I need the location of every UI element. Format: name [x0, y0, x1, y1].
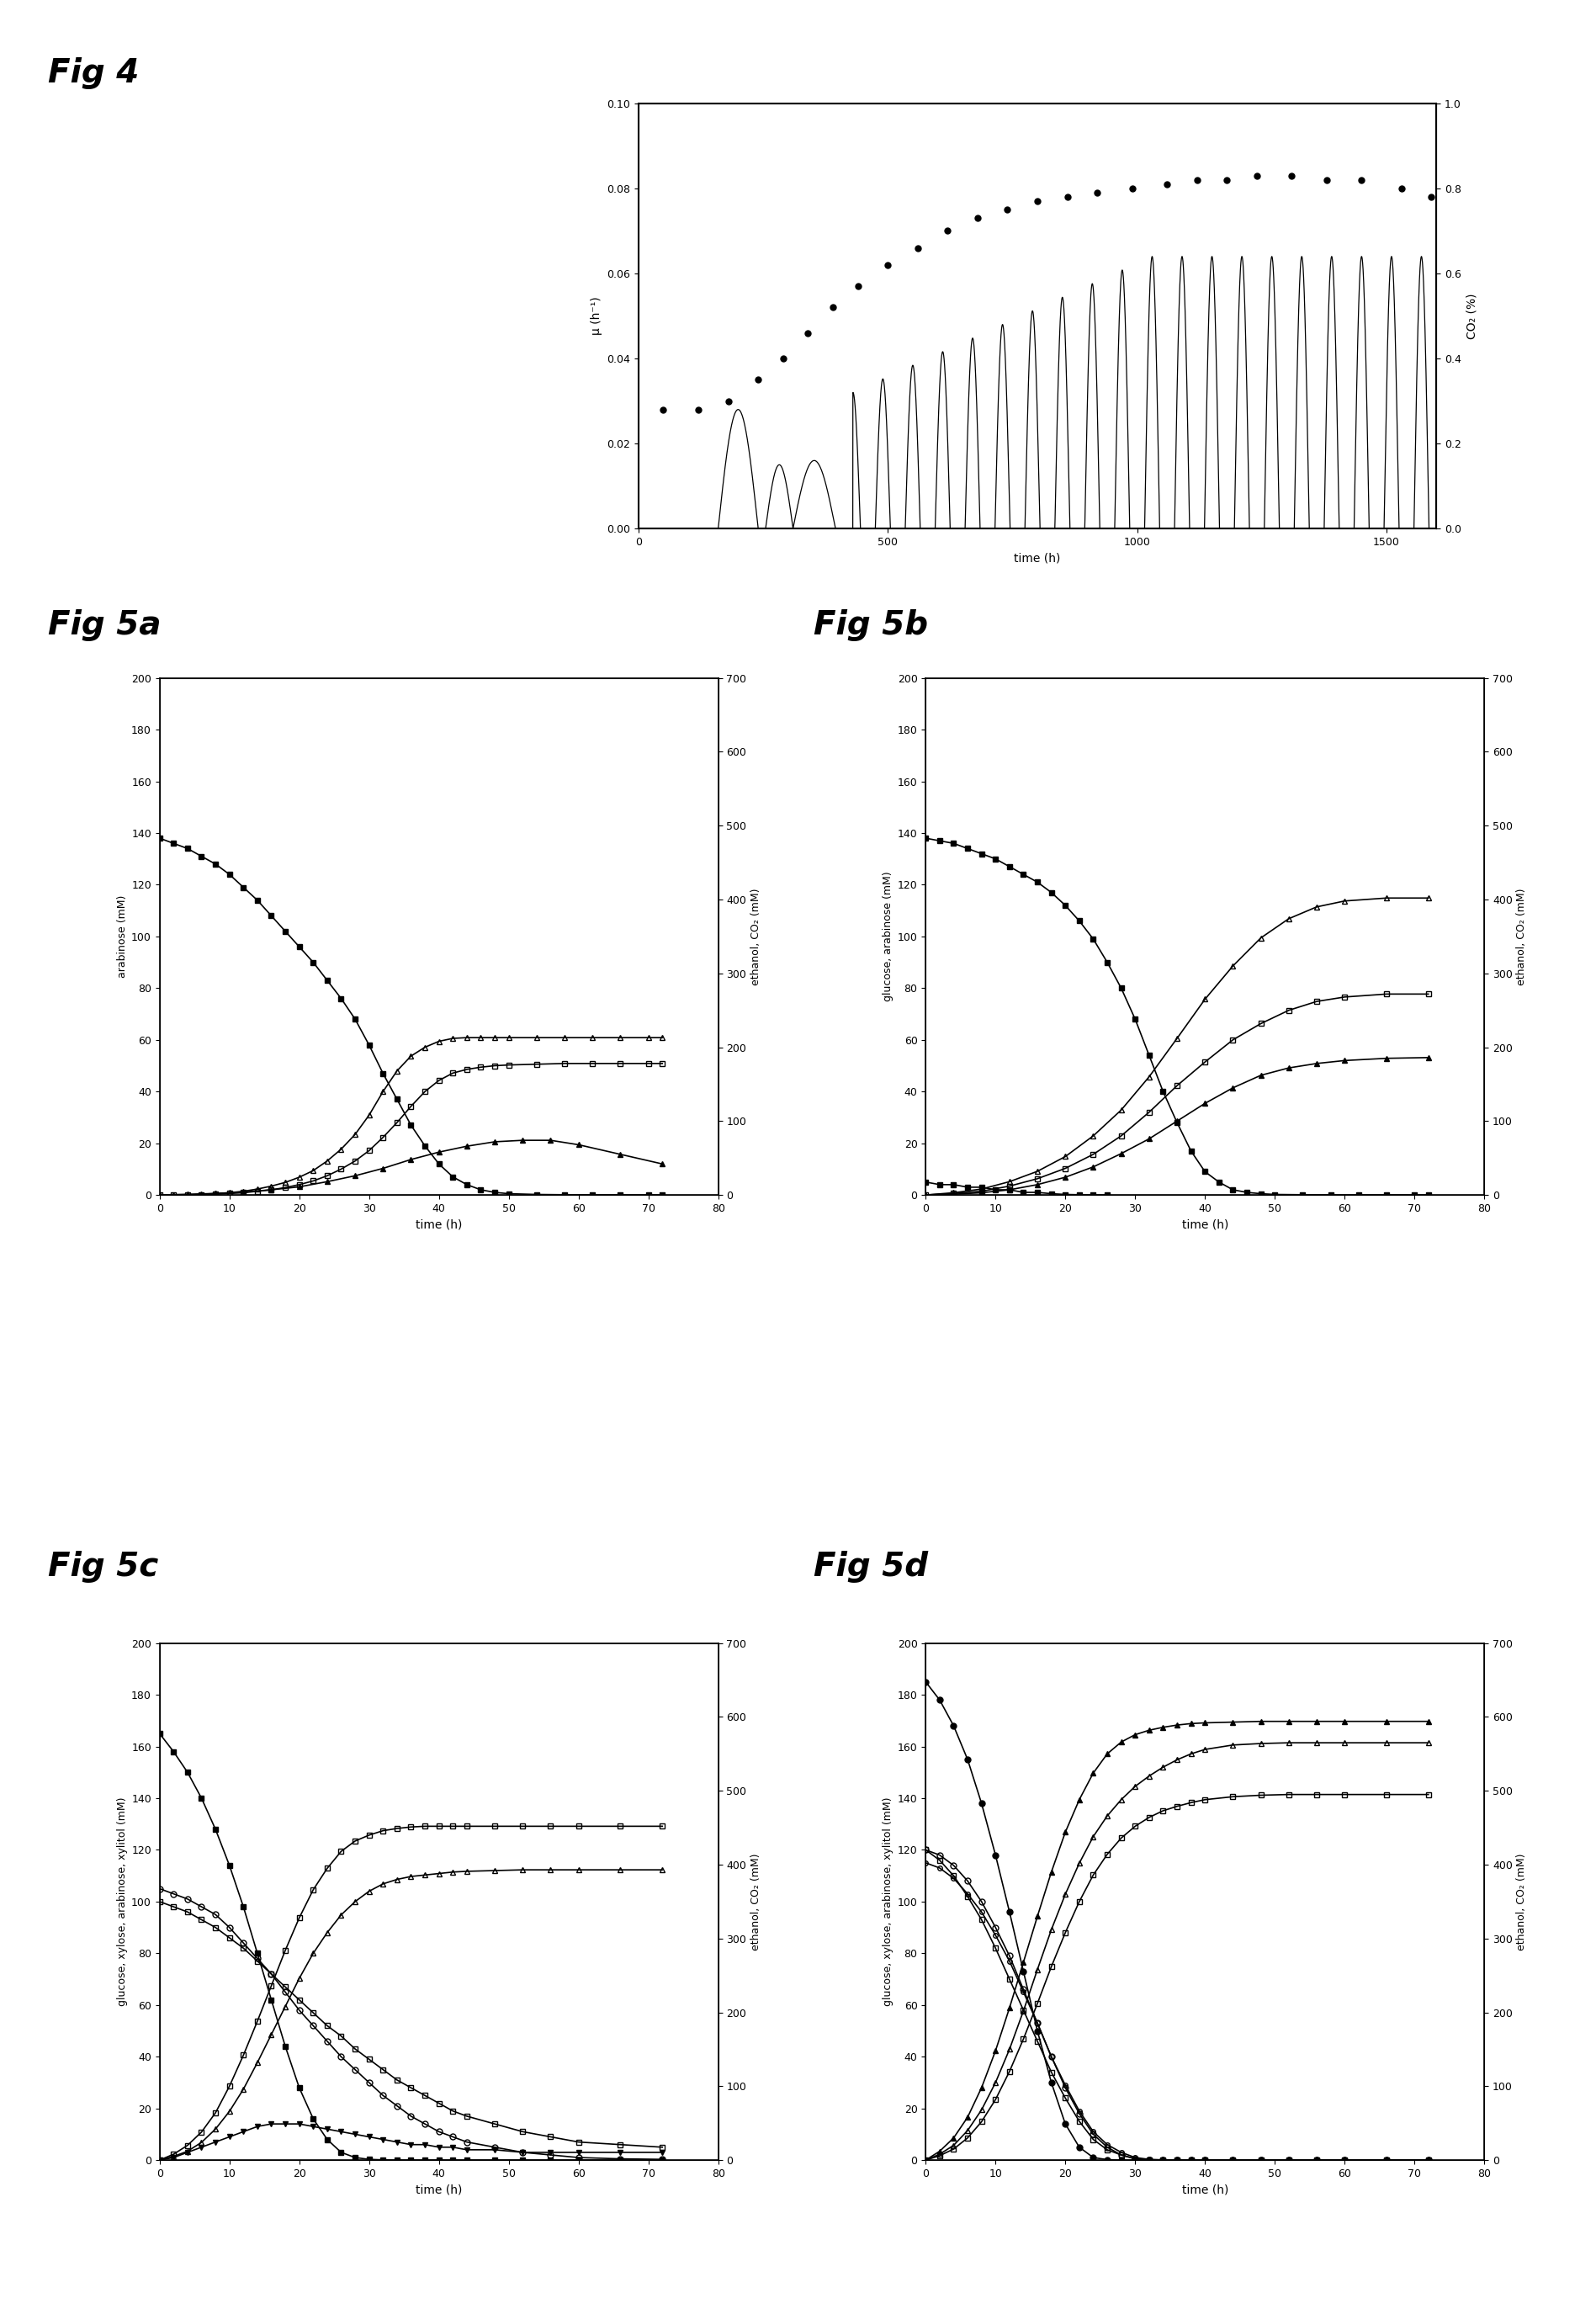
X-axis label: time (h): time (h) — [1013, 552, 1061, 563]
X-axis label: time (h): time (h) — [1181, 2183, 1229, 2195]
Y-axis label: ethanol, CO₂ (mM): ethanol, CO₂ (mM) — [1516, 887, 1527, 986]
Y-axis label: μ (h⁻¹): μ (h⁻¹) — [591, 296, 602, 336]
Y-axis label: ethanol, CO₂ (mM): ethanol, CO₂ (mM) — [750, 887, 761, 986]
Y-axis label: ethanol, CO₂ (mM): ethanol, CO₂ (mM) — [750, 1852, 761, 1951]
Y-axis label: ethanol, CO₂ (mM): ethanol, CO₂ (mM) — [1516, 1852, 1527, 1951]
Text: Fig 5c: Fig 5c — [48, 1551, 158, 1583]
Text: Fig 5a: Fig 5a — [48, 609, 161, 641]
Y-axis label: glucose, xylose, arabinose, xylitol (mM): glucose, xylose, arabinose, xylitol (mM) — [117, 1797, 128, 2006]
Text: Fig 5b: Fig 5b — [814, 609, 929, 641]
Y-axis label: glucose, arabinose (mM): glucose, arabinose (mM) — [883, 871, 894, 1002]
Y-axis label: arabinose (mM): arabinose (mM) — [117, 894, 128, 979]
X-axis label: time (h): time (h) — [415, 1218, 463, 1229]
Y-axis label: CO₂ (%): CO₂ (%) — [1467, 294, 1478, 338]
Y-axis label: glucose, xylose, arabinose, xylitol (mM): glucose, xylose, arabinose, xylitol (mM) — [883, 1797, 894, 2006]
Text: Fig 4: Fig 4 — [48, 57, 139, 90]
X-axis label: time (h): time (h) — [1181, 1218, 1229, 1229]
X-axis label: time (h): time (h) — [415, 2183, 463, 2195]
Text: Fig 5d: Fig 5d — [814, 1551, 929, 1583]
